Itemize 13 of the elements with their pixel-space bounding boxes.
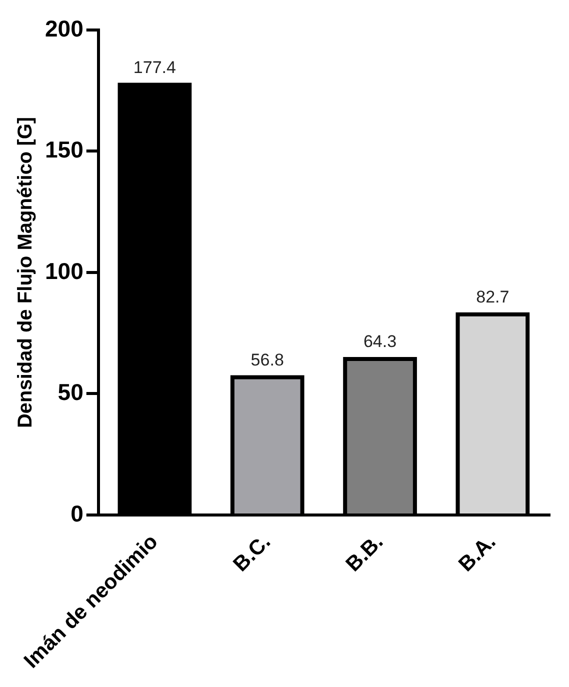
y-tick-label: 0 xyxy=(70,500,84,526)
y-tick-label: 100 xyxy=(45,258,84,284)
data-label: 64.3 xyxy=(363,332,397,352)
y-tick-label: 150 xyxy=(45,136,84,163)
y-axis-title: Densidad de Flujo Magnético [G] xyxy=(14,116,37,428)
y-tick-label: 50 xyxy=(58,379,84,406)
data-label: 82.7 xyxy=(476,288,510,307)
x-tick-label: B.B. xyxy=(342,530,388,576)
data-label: 177.4 xyxy=(133,58,176,77)
y-tick-label: 200 xyxy=(45,15,84,42)
data-label: 56.8 xyxy=(250,350,284,370)
x-tick-label: B.A. xyxy=(454,530,500,576)
x-tick-label: B.C. xyxy=(229,530,275,576)
